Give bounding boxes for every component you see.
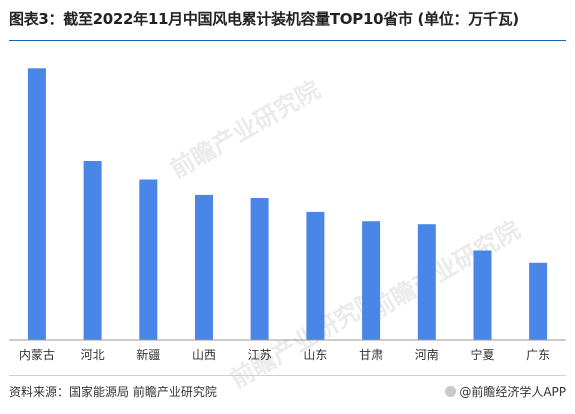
bar-7 [417,224,436,340]
bar-6 [362,221,381,340]
x-tick-labels: 内蒙古 河北 新疆 山西 江苏 山东 甘肃 河南 宁夏 广东 [19,347,550,362]
bar-0 [27,68,46,341]
bar-5 [306,211,325,340]
bar-4 [250,198,269,340]
brand-label: @前瞻经济学人APP [459,385,566,399]
bar-3 [195,194,213,340]
x-tick-label: 江苏 [248,348,272,362]
x-tick-label: 甘肃 [359,348,383,362]
bar-2 [139,179,158,340]
footer-divider [9,375,566,376]
x-tick-label: 河北 [81,348,105,362]
brand-logo-icon [445,386,457,397]
bar-chart: 内蒙古 河北 新疆 山西 江苏 山东 甘肃 河南 宁夏 广东 [9,68,566,362]
source-note: 资料来源：国家能源局 前瞻产业研究院 [9,385,217,399]
title-divider [9,40,566,41]
bar-1 [83,161,102,340]
chart-title: 图表3：截至2022年11月中国风电累计装机容量TOP10省市 (单位：万千瓦) [9,10,519,28]
x-tick-label: 河南 [415,347,439,362]
brand-credit: @前瞻经济学人APP [445,383,566,400]
bar-9 [529,262,548,340]
bars-group [27,68,548,341]
x-tick-label: 广东 [526,348,550,362]
bar-8 [473,250,492,340]
x-tick-label: 新疆 [136,347,160,362]
x-tick-label: 山东 [303,348,327,362]
x-tick-label: 内蒙古 [19,347,55,362]
x-tick-label: 山西 [192,348,216,362]
x-tick-label: 宁夏 [470,347,494,362]
